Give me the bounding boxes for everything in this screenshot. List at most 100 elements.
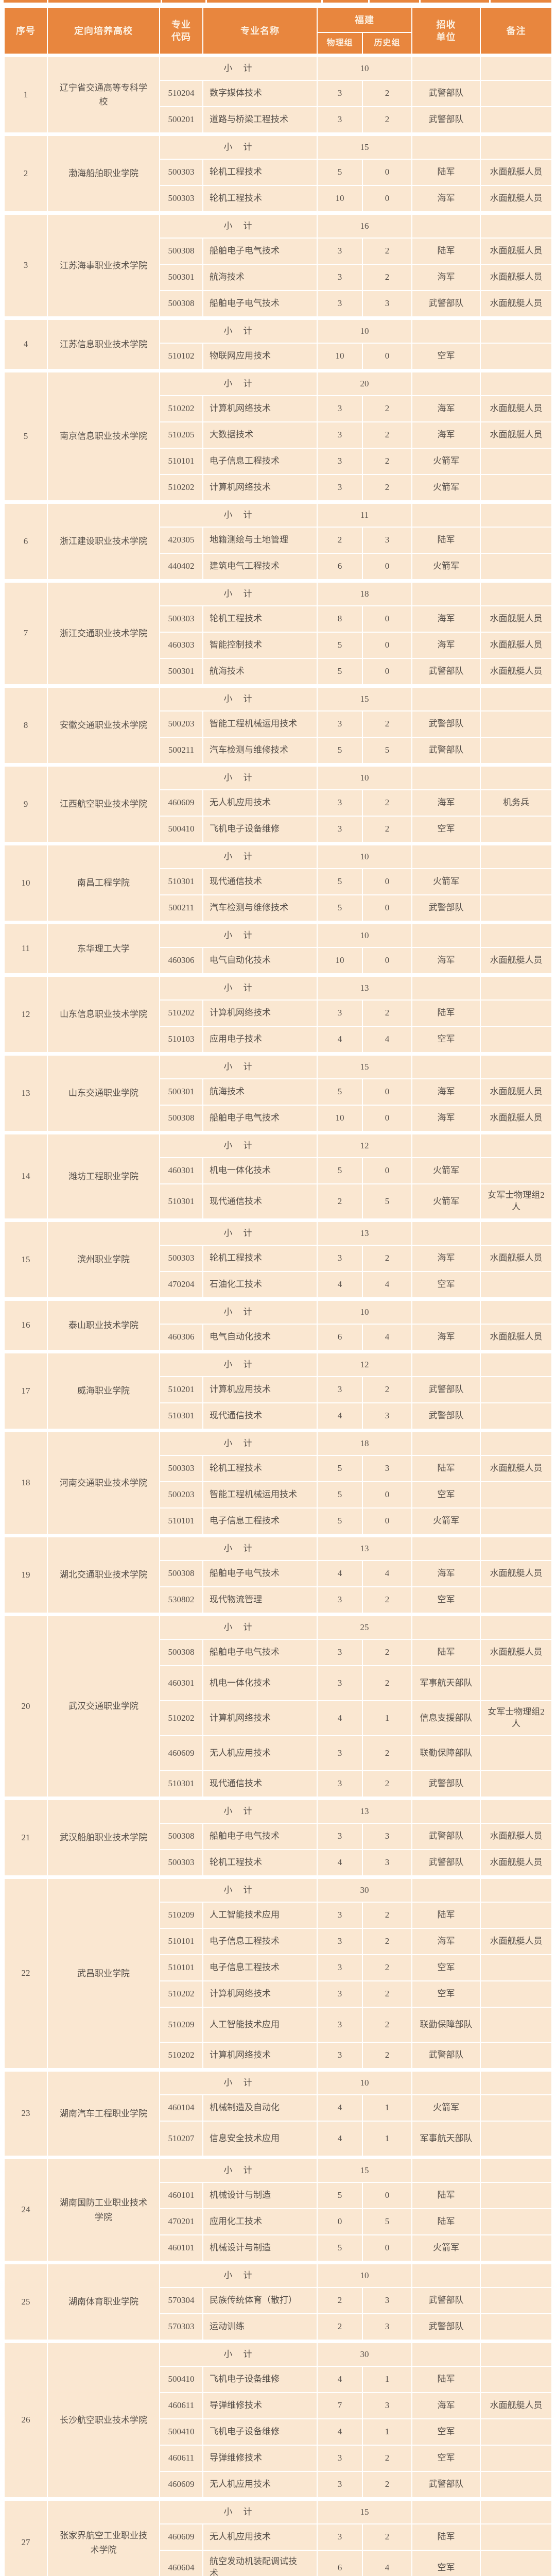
history-count-cell: 0 [362, 658, 412, 687]
remark-cell [480, 106, 552, 135]
remark-cell-empty [480, 1613, 552, 1640]
remark-cell: 水面舰艇人员 [480, 1639, 552, 1666]
history-count-cell: 2 [362, 2471, 412, 2500]
history-count-cell: 4 [362, 2550, 412, 2576]
history-count-cell: 0 [362, 1507, 412, 1536]
major-row: 500410 飞机电子设备维修 4 1 空军 [4, 2418, 552, 2446]
unit-cell: 武警部队 [411, 1823, 481, 1850]
major-row: 510202 计算机网络技术 3 2 空军 [4, 1980, 552, 2008]
remark-cell-text: 机务兵 [503, 798, 529, 808]
remark-cell: 水面舰艇人员 [480, 159, 552, 186]
remark-cell: 水面舰艇人员 [480, 947, 552, 976]
unit-cell-text: 火箭军 [433, 876, 459, 887]
history-count-cell: 1 [362, 2121, 412, 2158]
major-name-cell: 计算机应用技术 [202, 1376, 318, 1403]
major-name-cell: 物联网应用技术 [202, 343, 318, 371]
major-row: 500201 道路与桥梁工程技术 3 2 武警部队 [4, 106, 552, 135]
unit-cell: 海军 [411, 264, 481, 291]
unit-cell-text: 联勤保障部队 [420, 1748, 473, 1758]
unit-cell-text: 空军 [437, 1279, 455, 1290]
major-row: 500301 航海技术 3 2 海军 水面舰艇人员 [4, 264, 552, 291]
physics-count-cell: 3 [317, 106, 363, 135]
major-row: 500308 船舶电子电气技术 3 2 陆军 水面舰艇人员 [4, 1639, 552, 1666]
major-name-cell: 智能工程机械运用技术 [202, 710, 318, 738]
history-count-cell: 0 [362, 632, 412, 659]
subtotal-label-cell: 小 计 [159, 1350, 318, 1377]
history-count-cell: 3 [362, 2287, 412, 2314]
physics-count-cell: 5 [317, 868, 363, 895]
unit-cell-text: 空军 [437, 2562, 455, 2572]
major-name-cell-text: 船舶电子电气技术 [210, 298, 280, 309]
major-name-cell-text: 电子信息工程技术 [210, 1962, 280, 1973]
subtotal-label-cell: 小 计 [159, 1875, 318, 1903]
subtotal-value-cell: 12 [317, 1131, 412, 1158]
history-count-cell: 0 [362, 605, 412, 633]
major-name-cell: 现代物流管理 [202, 1586, 318, 1615]
major-name-cell: 电子信息工程技术 [202, 1928, 318, 1955]
group-index-cell: 7 [4, 579, 48, 687]
subtotal-row: 20 武汉交通职业学院小 计 25 [4, 1613, 552, 1799]
major-name-cell: 飞机电子设备维修 [202, 2418, 318, 2446]
subtotal-row: 14 潍坊工程职业学院小 计 12 [4, 1131, 552, 1221]
physics-count-cell: 2 [317, 527, 363, 554]
remark-cell [480, 1402, 552, 1431]
unit-cell-text: 武警部队 [428, 2295, 464, 2306]
major-row: 510209 人工智能技术应用 3 2 联勤保障部队 [4, 2007, 552, 2043]
unit-cell: 海军 [411, 1560, 481, 1587]
major-row: 460306 电气自动化技术 6 4 海军 水面舰艇人员 [4, 1324, 552, 1352]
remark-cell [480, 2523, 552, 2551]
school-name-cell: 浙江建设职业技术学院 [47, 500, 160, 582]
major-name-cell-text: 船舶电子电气技术 [210, 1831, 280, 1841]
subtotal-value-cell: 10 [317, 921, 412, 948]
major-code-cell: 500410 [159, 2366, 203, 2393]
group-index-cell: 2 [4, 132, 48, 214]
physics-count-cell: 4 [317, 2121, 363, 2158]
physics-count-cell: 3 [317, 1586, 363, 1615]
major-code-cell: 510102 [159, 343, 203, 371]
major-code-cell: 500303 [159, 159, 203, 186]
table-top-cut-strip [4, 0, 551, 3]
unit-cell-text: 海军 [437, 640, 455, 650]
unit-cell-text: 空军 [437, 824, 455, 834]
remark-cell [480, 2208, 552, 2235]
remark-cell: 水面舰艇人员 [480, 421, 552, 449]
unit-cell: 武警部队 [411, 894, 481, 923]
unit-cell-empty [411, 1429, 481, 1456]
remark-cell-empty [480, 579, 552, 606]
unit-cell: 火箭军 [411, 2094, 481, 2122]
unit-cell-text: 海军 [437, 955, 455, 965]
group-index-cell: 13 [4, 1052, 48, 1133]
major-name-cell: 计算机网络技术 [202, 1980, 318, 2008]
major-name-cell-text: 计算机网络技术 [210, 1989, 271, 1999]
major-name-cell: 轮机工程技术 [202, 159, 318, 186]
unit-cell: 火箭军 [411, 868, 481, 895]
unit-cell-text: 火箭军 [433, 1165, 459, 1176]
group-index-cell: 5 [4, 369, 48, 503]
history-count-cell: 5 [362, 2208, 412, 2235]
major-row: 500301 航海技术 5 0 武警部队 水面舰艇人员 [4, 658, 552, 687]
subtotal-row: 26 长沙航空职业技术学院小 计 30 [4, 2340, 552, 2500]
subtotal-value-cell: 15 [317, 684, 412, 711]
unit-cell-empty [411, 2068, 481, 2095]
history-count-cell: 0 [362, 343, 412, 371]
remark-cell-text: 水面舰艇人员 [490, 1113, 543, 1123]
unit-cell-empty [411, 1131, 481, 1158]
header-province: 福建 [317, 7, 412, 33]
history-count-cell: 2 [362, 2007, 412, 2043]
history-count-cell: 2 [362, 238, 412, 265]
group-index-cell: 24 [4, 2156, 48, 2263]
major-name-cell-text: 电子信息工程技术 [210, 456, 280, 466]
remark-cell: 机务兵 [480, 789, 552, 817]
subtotal-label-cell: 小 计 [159, 921, 318, 948]
major-row: 500308 船舶电子电气技术 3 3 武警部队 水面舰艇人员 [4, 290, 552, 319]
remark-cell [480, 1157, 552, 1184]
remark-cell [480, 2471, 552, 2500]
unit-cell-empty [411, 1875, 481, 1903]
unit-cell-text: 联勤保障部队 [420, 2019, 473, 2029]
unit-cell: 武警部队 [411, 80, 481, 107]
unit-cell: 陆军 [411, 2523, 481, 2551]
major-name-cell-text: 轮机工程技术 [210, 1253, 262, 1263]
remark-cell-empty [480, 2497, 552, 2524]
major-name-cell: 机械设计与制造 [202, 2182, 318, 2209]
remark-cell-text: 水面舰艇人员 [490, 1568, 543, 1579]
